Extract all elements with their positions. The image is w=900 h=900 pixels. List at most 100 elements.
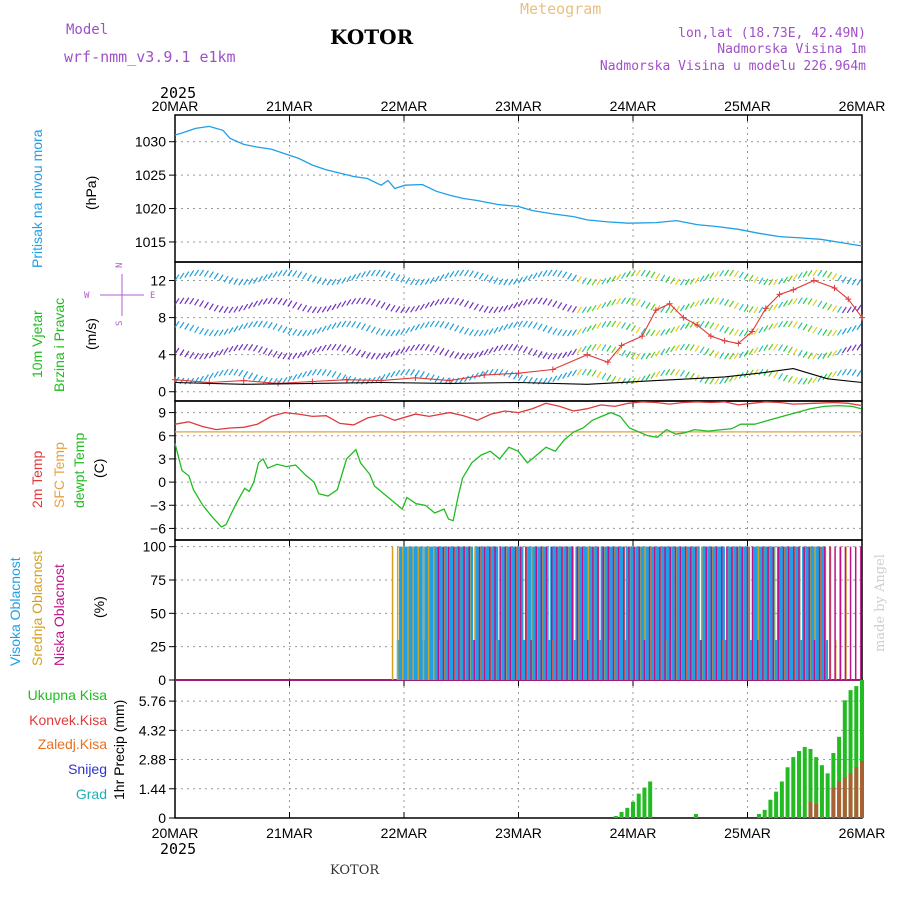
y-tick-label: −6: [150, 520, 166, 536]
wind-barb: [302, 272, 308, 280]
wind-barb: [194, 298, 200, 306]
wind-barb: [380, 301, 386, 309]
wind-barb: [684, 303, 690, 311]
panel-0: 1015 1020 1025 1030: [135, 114, 863, 263]
wind-barb: [356, 297, 362, 305]
precip-ylabel: 1hr Precip (mm): [111, 700, 127, 800]
wind-barb: [576, 328, 582, 335]
wind-barb: [586, 278, 592, 286]
wind-barb: [272, 323, 278, 330]
wind-barb: [405, 306, 411, 314]
wind-barb: [238, 323, 244, 331]
wind-barb: [532, 297, 538, 305]
wind-barb: [380, 352, 386, 360]
wind-barb: [856, 304, 862, 312]
wind-barb: [248, 278, 254, 285]
wind-barb: [218, 348, 224, 356]
wind-barb: [753, 276, 759, 283]
wind-barb: [763, 278, 769, 286]
wind-barb: [493, 277, 499, 285]
precip-bar: [831, 753, 836, 818]
wind-barb: [454, 298, 460, 305]
wind-barb: [743, 350, 749, 357]
wind-barb: [282, 298, 288, 306]
wind-barb: [454, 270, 460, 277]
wind-barb: [836, 369, 842, 377]
wind-barb: [846, 326, 852, 334]
wind-barb: [218, 369, 224, 377]
wind-barb: [208, 351, 214, 359]
wind-barb: [277, 270, 283, 277]
wind-barb: [331, 343, 337, 351]
wind-barb: [562, 303, 568, 311]
wind-barb: [851, 325, 857, 332]
wind-barb: [174, 347, 180, 355]
wind-barb: [410, 344, 416, 352]
wind-barb: [400, 306, 406, 314]
wind-barb: [689, 277, 695, 285]
wind-barb: [758, 345, 764, 353]
wind-barb: [778, 373, 784, 380]
compass-e: E: [150, 291, 155, 301]
wind-barb: [797, 349, 803, 357]
wind-barb: [547, 326, 553, 334]
wind-barb: [213, 272, 219, 280]
wind-barb: [758, 277, 764, 285]
precip-bar: [819, 765, 824, 818]
wind-barb: [287, 269, 293, 277]
wind-barb: [483, 274, 489, 282]
y-tick-label: 0: [158, 810, 166, 826]
wind-barb: [287, 375, 293, 383]
wind-barb: [576, 276, 582, 283]
precip-bar: [693, 813, 698, 818]
wind-barb: [518, 345, 523, 352]
wind-barb: [807, 298, 813, 305]
wind-barb: [625, 351, 631, 358]
wind-barb: [562, 329, 568, 337]
precip-bar: [631, 801, 635, 818]
wind-barb: [468, 302, 474, 309]
wind-barb: [802, 323, 808, 331]
wind-barb: [660, 274, 666, 282]
wind-barb: [203, 352, 209, 360]
gust-marker: [412, 374, 419, 381]
wind-barb: [336, 278, 342, 285]
wind-barb: [238, 278, 244, 286]
wind-barb: [832, 329, 838, 337]
wind-barb: [410, 325, 416, 333]
x-tick-label-bottom: 23MAR: [495, 825, 542, 841]
wind-barb: [419, 322, 425, 330]
product-title: Meteogram: [520, 0, 601, 18]
wind-barb: [827, 351, 833, 359]
wind-barb: [738, 329, 744, 337]
wind-barb: [675, 369, 681, 376]
wind-barb: [272, 271, 278, 278]
precip-bar: [762, 809, 767, 818]
wind-barb: [336, 372, 342, 380]
wind-barb: [797, 322, 803, 329]
wind-barb: [508, 343, 514, 351]
wind-barb: [714, 323, 720, 331]
station-title: KOTOR: [330, 25, 414, 49]
precip-bar: [785, 767, 790, 818]
y-tick-label: 5.76: [139, 693, 166, 709]
wind-barb: [606, 320, 612, 328]
x-tick-label-bottom: 26MAR: [839, 825, 886, 841]
wind-barb: [444, 322, 450, 329]
wind-barb: [189, 324, 195, 332]
wind-barb: [807, 352, 813, 359]
wind-barb: [606, 300, 612, 307]
wind-barb: [223, 275, 229, 283]
wind-barb: [660, 348, 666, 356]
wind-barb: [203, 301, 209, 309]
wind-barb: [518, 320, 523, 328]
wind-barb: [208, 303, 214, 311]
wind-barb: [778, 344, 784, 351]
wind-barb: [316, 368, 322, 376]
high-cloud-label: Visoka Oblacnost: [7, 557, 23, 666]
wind-barb: [336, 321, 342, 328]
wind-barb: [306, 274, 312, 281]
wind-barb: [748, 348, 754, 356]
wind-barb: [449, 297, 455, 305]
wind-barb: [233, 325, 239, 333]
